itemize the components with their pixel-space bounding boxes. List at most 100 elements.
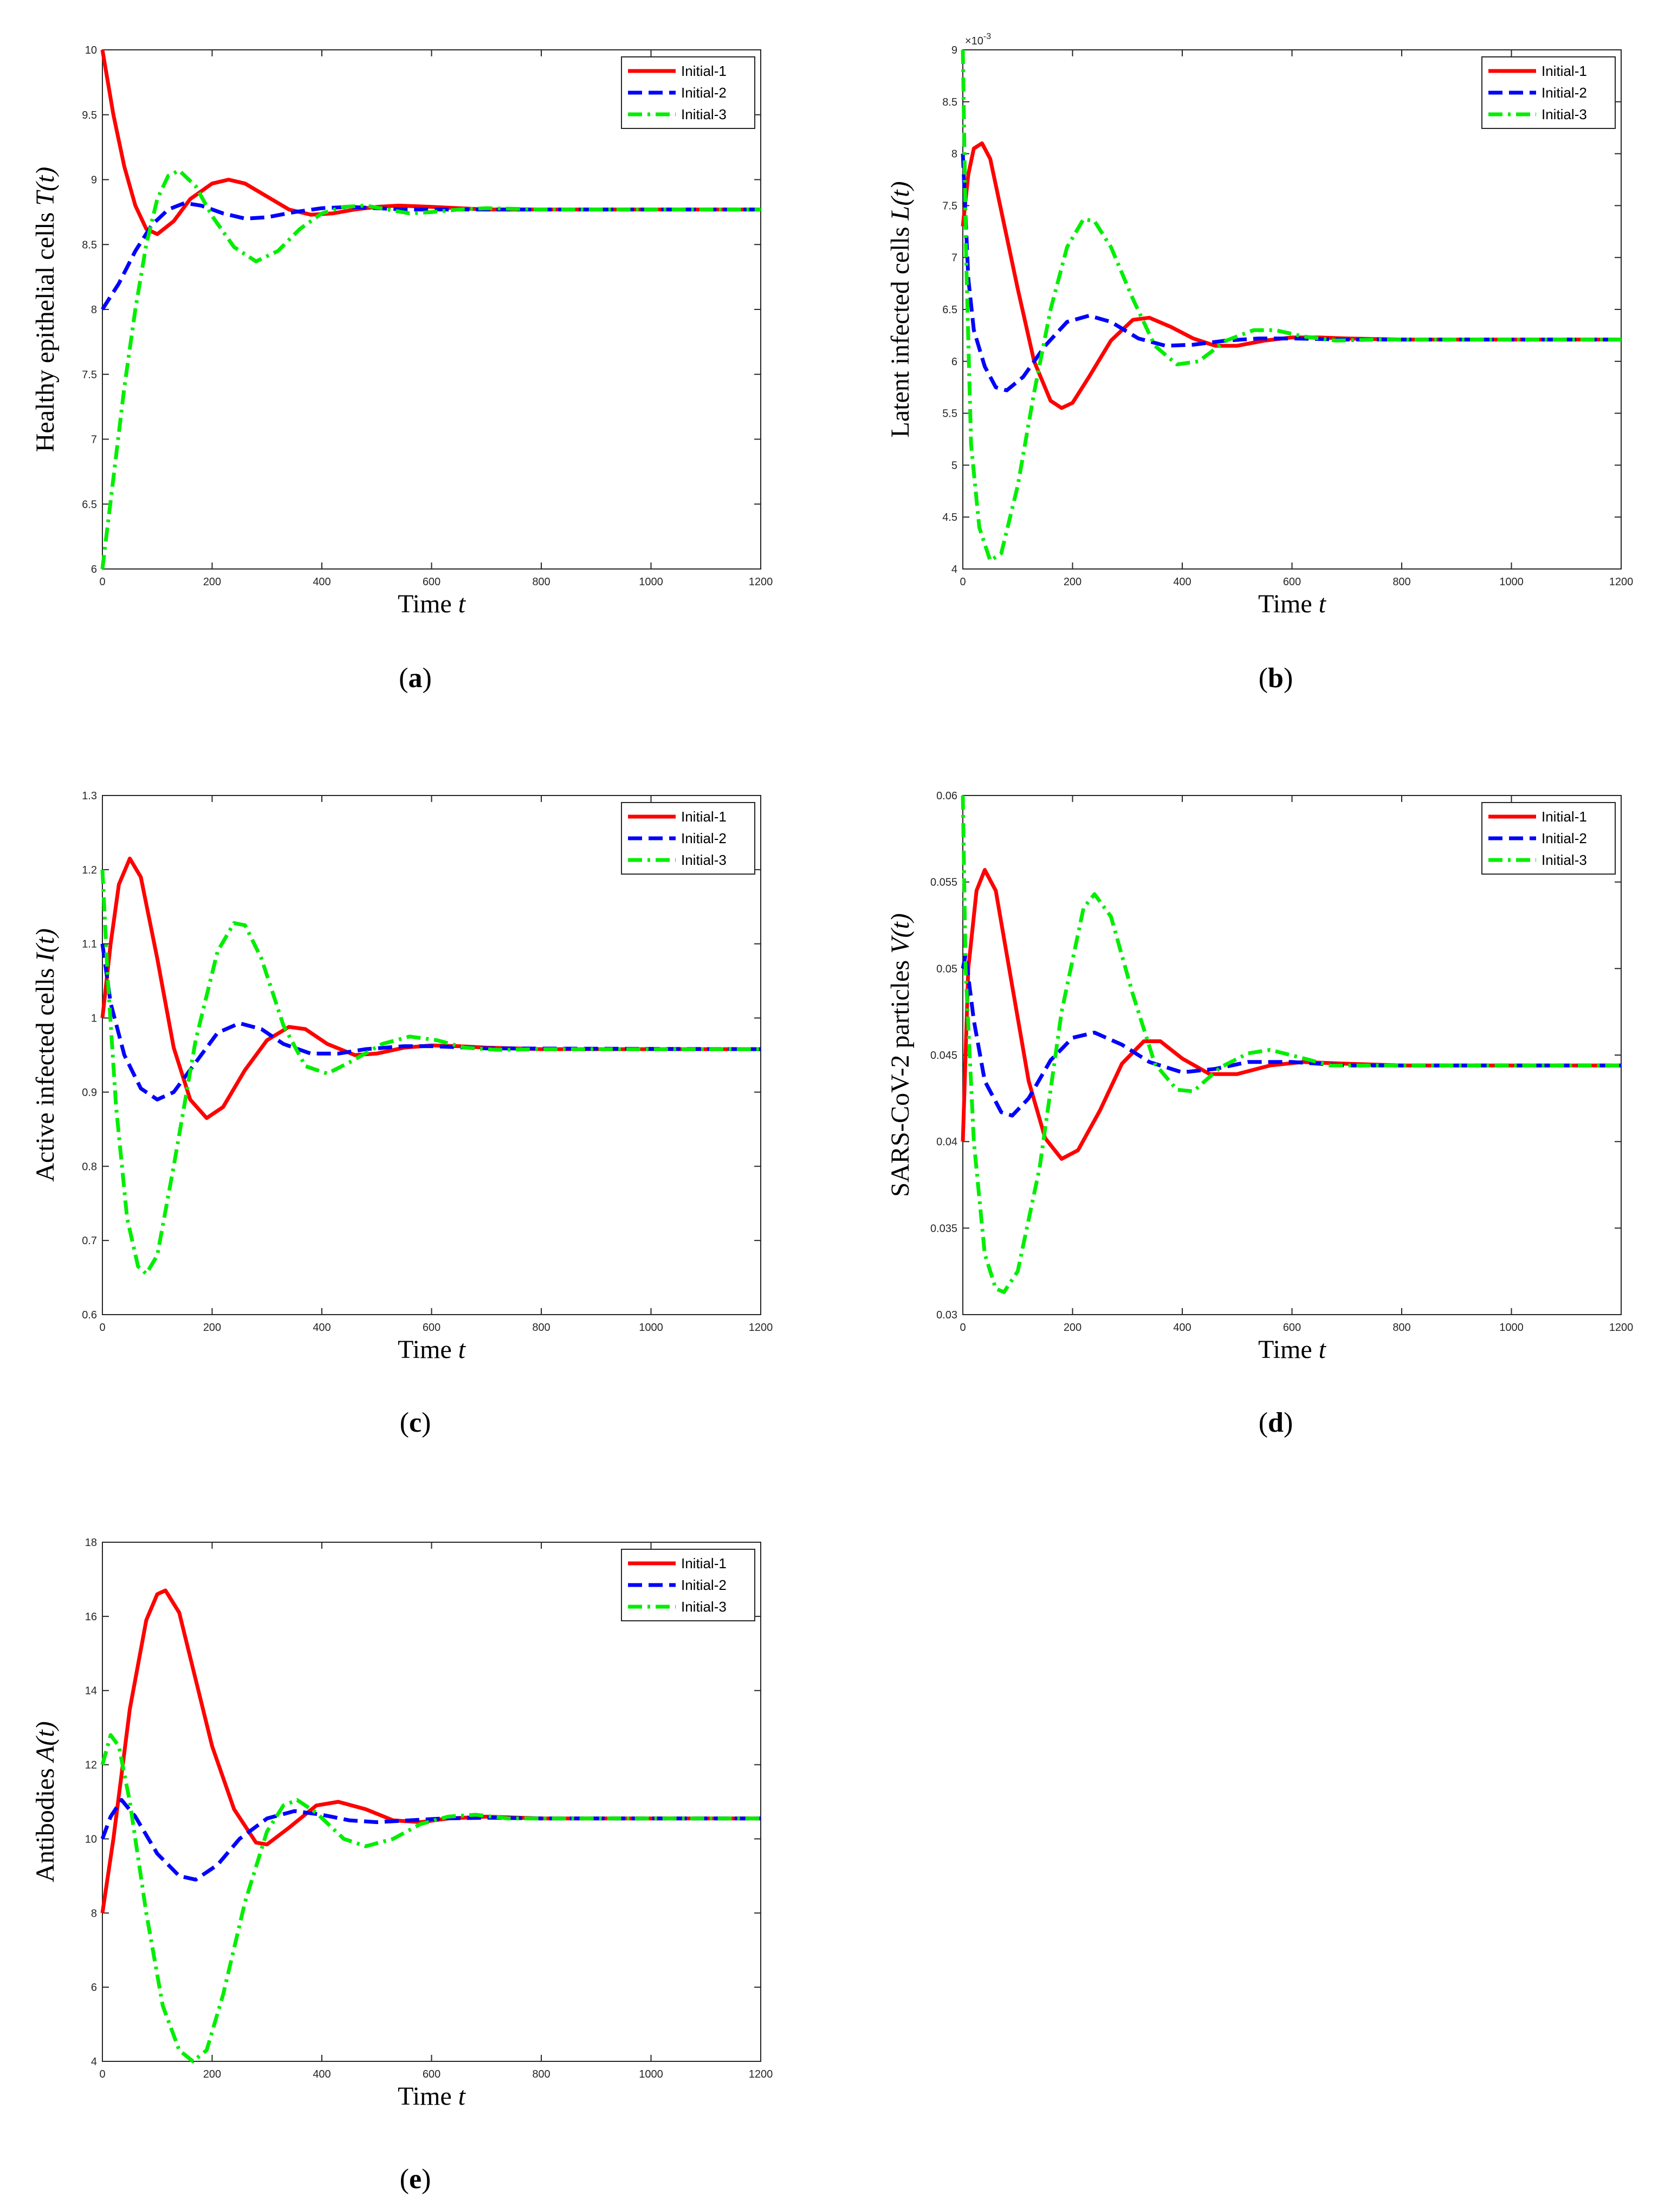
chart-panel-a: 0 200 400 600 800 1000 1200 6 6.5 7 7.5 8 8.5 9 9.5 10 I… — [31, 44, 773, 694]
x-tick-label: 200 — [203, 2068, 221, 2080]
x-axis-variable: t — [458, 2082, 467, 2111]
panel-caption-letter: b — [1268, 663, 1284, 694]
legend-box — [621, 1549, 755, 1621]
chart-panel-c: 0 200 400 600 800 1000 1200 0.6 0.7 0.8 0.9 1 1.1 1.2… — [31, 790, 773, 1438]
x-tick-label: 400 — [313, 2068, 331, 2080]
y-axis-variable: T(t) — [31, 167, 60, 206]
y-tick-label: 9 — [91, 174, 97, 186]
panel-caption-close: ) — [422, 1407, 431, 1438]
y-tick-label: 8 — [951, 148, 957, 160]
series-line-initial-1 — [961, 868, 1621, 1161]
legend-label: Initial-3 — [681, 1599, 727, 1615]
y-tick-label: 5 — [951, 460, 957, 471]
x-tick-label: 1200 — [749, 1322, 773, 1334]
x-axis-title: Time t — [398, 1335, 467, 1364]
panel-caption: (b) — [1259, 663, 1293, 694]
x-tick-label: 0 — [960, 1322, 966, 1334]
series-line-initial-2 — [100, 1798, 761, 1882]
y-tick-label: 0.8 — [82, 1161, 97, 1173]
y-axis-variable: V(t) — [886, 913, 915, 954]
panel-caption-letter: c — [409, 1407, 422, 1438]
y-tick-label: 4 — [91, 2056, 97, 2068]
series-line-initial-1 — [961, 141, 1621, 410]
x-tick-label: 400 — [1173, 576, 1191, 588]
series-line-initial-3 — [100, 1733, 761, 2064]
y-exponent-power: -3 — [983, 32, 991, 41]
y-axis-title: Active infected cells I(t) — [31, 928, 60, 1182]
panel-caption-letter: a — [409, 663, 423, 694]
chart-panel-d: 0 200 400 600 800 1000 1200 0.03 0.035 0.04 0.045 0… — [886, 790, 1633, 1438]
series-line-initial-3 — [961, 49, 1621, 563]
series-line-initial-1 — [100, 49, 761, 236]
x-tick-label: 1200 — [749, 576, 773, 588]
panel-caption: (d) — [1259, 1407, 1293, 1438]
x-tick-label: 0 — [99, 1322, 105, 1334]
y-axis-variable: L(t) — [886, 181, 915, 221]
panel-caption-letter: e — [409, 2164, 422, 2195]
x-tick-label: 0 — [99, 2068, 105, 2080]
x-axis-variable: t — [458, 1335, 467, 1364]
y-tick-label: 8 — [91, 1907, 97, 1919]
x-tick-label: 200 — [203, 1322, 221, 1334]
panel-caption: (a) — [399, 663, 432, 694]
panel-caption-close: ) — [422, 2164, 431, 2195]
legend-box — [1481, 56, 1616, 129]
plot-area — [102, 49, 761, 570]
x-tick-label: 1000 — [1499, 1322, 1524, 1334]
x-tick-label: 600 — [423, 1322, 441, 1334]
x-tick-label: 1200 — [1609, 576, 1634, 588]
y-tick-label: 0.03 — [936, 1309, 957, 1321]
y-tick-label: 14 — [85, 1685, 97, 1697]
y-tick-label: 0.05 — [936, 963, 957, 975]
y-tick-label: 12 — [85, 1760, 97, 1771]
y-tick-label: 9 — [951, 44, 957, 56]
x-axis-title: Time t — [1258, 590, 1327, 618]
series-line-initial-2 — [961, 953, 1621, 1118]
x-tick-label: 200 — [203, 576, 221, 588]
y-tick-label: 6.5 — [942, 304, 957, 316]
legend-label: Initial-1 — [1542, 809, 1587, 825]
y-tick-label: 0.045 — [930, 1050, 957, 1062]
y-axis-title: Healthy epithelial cells T(t) — [31, 167, 60, 452]
y-tick-label: 4 — [951, 564, 957, 575]
series-line-initial-3 — [100, 169, 761, 570]
legend-label: Initial-2 — [681, 830, 727, 846]
y-tick-label: 9.5 — [82, 109, 97, 121]
x-tick-label: 0 — [960, 576, 966, 588]
panel-caption-close: ) — [1284, 1407, 1293, 1438]
y-tick-label: 10 — [85, 44, 97, 56]
x-tick-label: 1200 — [749, 2068, 773, 2080]
x-tick-label: 1000 — [1499, 576, 1524, 588]
y-tick-label: 6.5 — [82, 499, 97, 510]
x-axis-variable: t — [458, 590, 467, 618]
chart-panel-b: 0 200 400 600 800 1000 1200 4 4.5 5 5.5 6 6.5 7 7.5 8 8.… — [886, 32, 1633, 694]
series-line-initial-2 — [100, 943, 761, 1102]
x-tick-label: 1000 — [639, 576, 663, 588]
legend-label: Initial-3 — [681, 852, 727, 868]
y-tick-label: 0.06 — [936, 790, 957, 802]
x-tick-label: 800 — [1392, 576, 1410, 588]
y-tick-label: 1.3 — [82, 790, 97, 802]
x-tick-label: 800 — [532, 2068, 550, 2080]
x-tick-label: 600 — [423, 2068, 441, 2080]
panel-caption: (c) — [400, 1407, 431, 1438]
x-axis-title: Time t — [398, 2082, 467, 2111]
y-tick-label: 0.7 — [82, 1235, 97, 1247]
panel-caption-close: ) — [1284, 663, 1293, 694]
y-tick-label: 0.04 — [936, 1136, 957, 1148]
plot-area — [962, 49, 1622, 570]
x-tick-label: 1000 — [639, 2068, 663, 2080]
legend-label: Initial-3 — [1542, 106, 1587, 122]
x-tick-label: 400 — [313, 1322, 331, 1334]
x-axis-title: Time t — [1258, 1335, 1327, 1364]
panel-caption-letter: d — [1268, 1407, 1284, 1438]
plot-area — [102, 1542, 761, 2062]
y-tick-label: 10 — [85, 1833, 97, 1845]
y-tick-label: 1 — [91, 1013, 97, 1025]
y-tick-label: 18 — [85, 1537, 97, 1549]
y-tick-label: 8.5 — [942, 96, 957, 108]
y-tick-label: 0.055 — [930, 877, 957, 889]
x-tick-label: 400 — [313, 576, 331, 588]
x-tick-label: 800 — [1392, 1322, 1410, 1334]
